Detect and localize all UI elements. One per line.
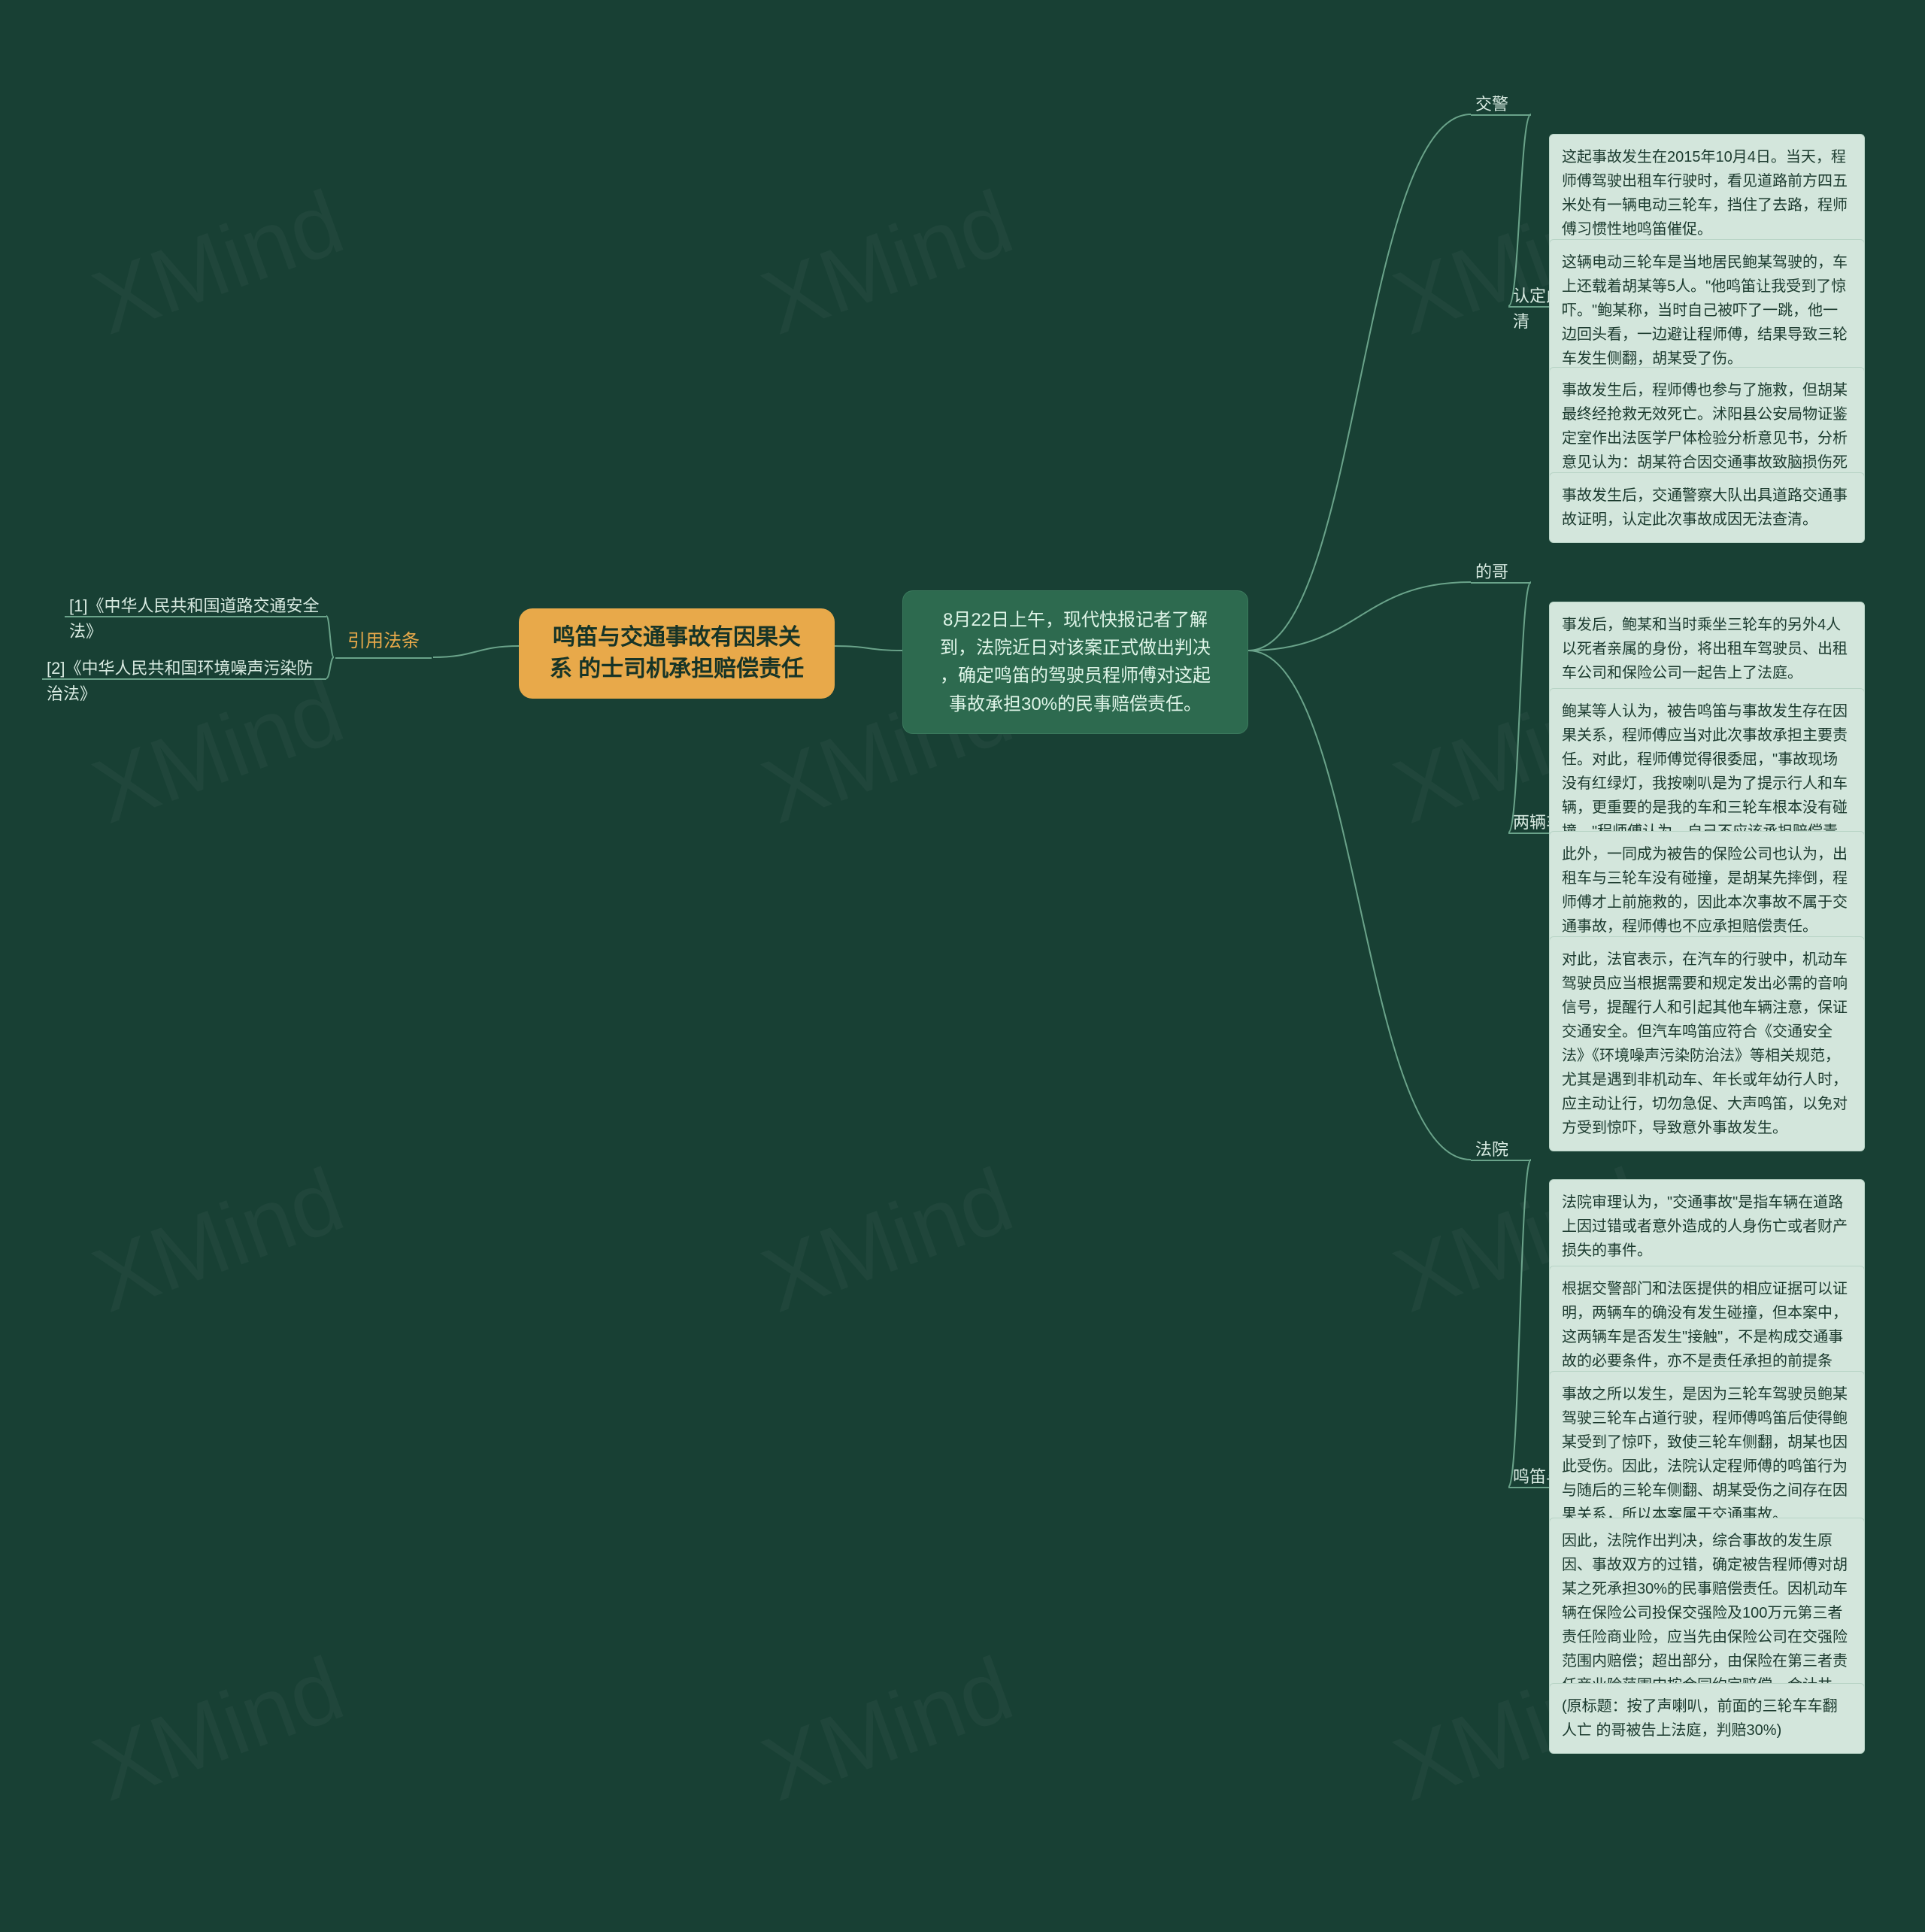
detail-box-1-3[interactable]: 对此，法官表示，在汽车的行驶中，机动车驾驶员应当根据需要和规定发出必需的音响信号… xyxy=(1549,936,1865,1151)
cite-laws-node[interactable]: 引用法条 xyxy=(338,624,429,658)
watermark: XMind xyxy=(750,170,1026,355)
detail-box-2-0[interactable]: 法院审理认为，"交通事故"是指车辆在道路上因过错或者意外造成的人身伤亡或者财产损… xyxy=(1549,1179,1865,1274)
detail-box-2-2[interactable]: 事故之所以发生，是因为三轮车驾驶员鲍某驾驶三轮车占道行驶，程师傅鸣笛后使得鲍某受… xyxy=(1549,1371,1865,1538)
detail-box-1-0[interactable]: 事发后，鲍某和当时乘坐三轮车的另外4人以死者亲属的身份，将出租车驾驶员、出租车公… xyxy=(1549,602,1865,696)
watermark: XMind xyxy=(750,1148,1026,1333)
detail-box-0-0[interactable]: 这起事故发生在2015年10月4日。当天，程师傅驾驶出租车行驶时，看见道路前方四… xyxy=(1549,134,1865,253)
detail-box-0-3[interactable]: 事故发生后，交通警察大队出具道路交通事故证明，认定此次事故成因无法查清。 xyxy=(1549,472,1865,543)
watermark: XMind xyxy=(80,1636,356,1821)
root-node[interactable]: 鸣笛与交通事故有因果关系 的士司机承担赔偿责任 xyxy=(519,608,835,699)
watermark: XMind xyxy=(80,1148,356,1333)
law-ref-0[interactable]: [1]《中华人民共和国道路交通安全法》 xyxy=(68,592,323,646)
mindmap-canvas: XMindXMindXMindXMindXMindXMindXMindXMind… xyxy=(0,0,1925,1932)
detail-box-1-2[interactable]: 此外，一同成为被告的保险公司也认为，出租车与三轮车没有碰撞，是胡某先摔倒，程师傅… xyxy=(1549,831,1865,950)
watermark: XMind xyxy=(80,170,356,355)
watermark: XMind xyxy=(750,1636,1026,1821)
detail-box-0-1[interactable]: 这辆电动三轮车是当地居民鲍某驾驶的，车上还载着胡某等5人。"他鸣笛让我受到了惊吓… xyxy=(1549,239,1865,382)
detail-box-2-4[interactable]: (原标题：按了声喇叭，前面的三轮车车翻人亡 的哥被告上法庭，判赔30%) xyxy=(1549,1683,1865,1754)
law-ref-1[interactable]: [2]《中华人民共和国环境噪声污染防治法》 xyxy=(45,654,323,708)
summary-node[interactable]: 8月22日上午，现代快报记者了解到，法院近日对该案正式做出判决，确定鸣笛的驾驶员… xyxy=(902,590,1248,734)
